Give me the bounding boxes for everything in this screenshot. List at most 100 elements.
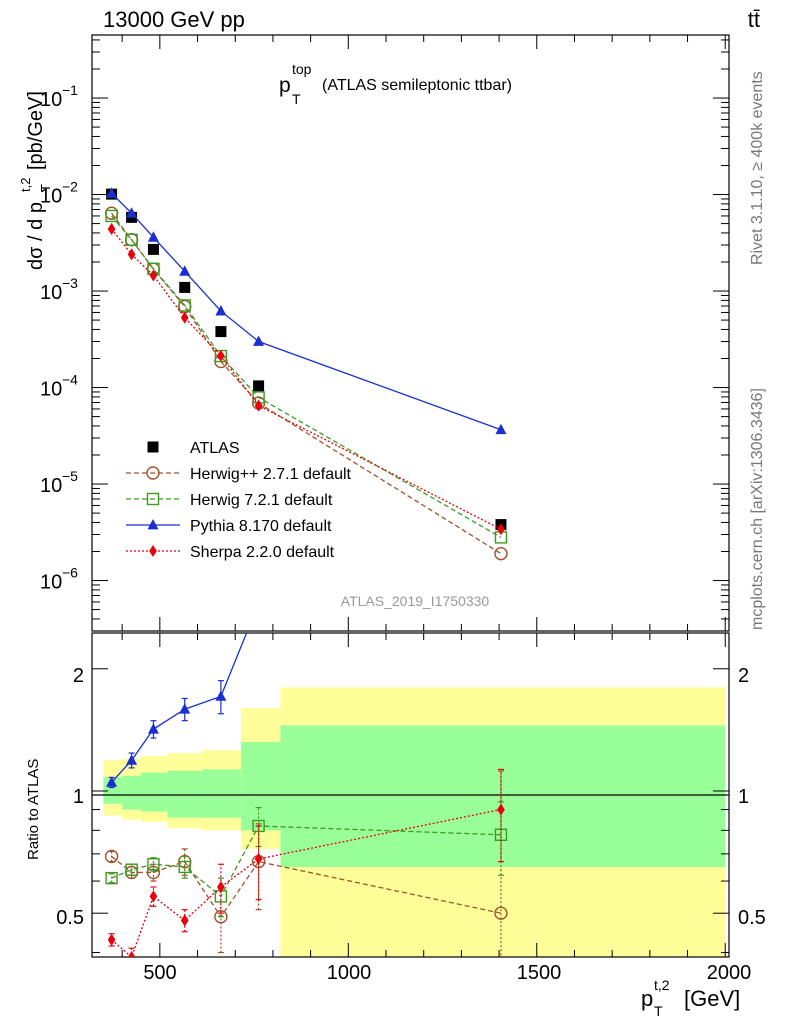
ratio-tick-1-right: 1	[738, 786, 749, 808]
y-tick-label-1: 10 −2	[40, 179, 78, 208]
legend-label-atlas: ATLAS	[190, 440, 240, 457]
axis-ticks	[92, 35, 729, 957]
ratio-tick-1: 1	[73, 786, 84, 808]
legend: ATLAS Herwig++ 2.7.1 default Herwig 7.2.…	[126, 440, 352, 561]
main-point-3-6	[495, 423, 507, 435]
ratio-point-2-3	[178, 860, 191, 874]
ratio-point-3-0	[106, 776, 118, 787]
main-point-4-0	[107, 222, 116, 235]
legend-symbol-0	[147, 441, 159, 453]
band-inner-1	[122, 775, 141, 810]
legend-marker-herwigpp	[126, 466, 180, 480]
main-point-1-0	[104, 206, 119, 220]
ratio-point-4-1	[127, 950, 136, 957]
main-point-4-1	[127, 248, 136, 261]
band-inner-6	[280, 725, 726, 867]
y-tick-base: 10	[40, 379, 62, 401]
ratio-point-4-0	[107, 933, 116, 946]
ratio-point-1-0	[104, 849, 119, 864]
legend-label-pythia: Pythia 8.170 default	[190, 518, 332, 535]
energy-label: 13000 GeV pp	[103, 7, 245, 32]
y-tick-exp: −1	[62, 82, 78, 98]
ratio-y-axis-label: Ratio to ATLAS	[25, 759, 42, 860]
y-tick-label-4: 10 −5	[40, 468, 78, 497]
main-line-2	[111, 215, 502, 538]
main-point-2-3	[178, 299, 191, 312]
legend-entry-herwigpp: Herwig++ 2.7.1 default	[126, 466, 352, 483]
ratio-uncertainty-bands	[103, 687, 726, 957]
legend-label-herwigpp: Herwig++ 2.7.1 default	[190, 466, 352, 483]
legend-marker-herwig7	[126, 492, 180, 506]
title-sub: T	[292, 91, 301, 107]
ratio-tick-2: 2	[73, 665, 84, 687]
x-label-sup: t,2	[654, 977, 670, 993]
legend-label-sherpa: Sherpa 2.2.0 default	[190, 544, 335, 561]
main-point-1-6	[494, 546, 508, 561]
main-line-4	[111, 228, 502, 530]
legend-marker-sherpa	[126, 544, 180, 558]
main-point-4-4	[217, 349, 225, 362]
title-base: p	[279, 74, 291, 97]
band-inner-4	[201, 769, 241, 818]
main-panel-frame	[91, 34, 730, 632]
ratio-panel-data	[104, 633, 508, 957]
title-rest: (ATLAS semileptonic ttbar)	[322, 77, 512, 94]
mcplots-label: mcplots.cern.ch [arXiv:1306.3436]	[749, 388, 766, 630]
main-point-0-2	[147, 243, 159, 255]
legend-symbol-2	[146, 492, 160, 506]
x-tick-labels: 500 1000 1500 2000	[143, 962, 751, 984]
legend-entry-atlas: ATLAS	[147, 440, 240, 457]
y-tick-base: 10	[40, 475, 62, 497]
x-label-sub: T	[654, 1003, 663, 1019]
ratio-point-3-1	[126, 754, 138, 765]
y-label-sub: T	[38, 184, 53, 192]
y-tick-exp: −2	[62, 179, 78, 195]
x-tick-2000: 2000	[707, 962, 752, 984]
main-point-2-0	[105, 209, 118, 223]
y-tick-base: 10	[40, 186, 62, 208]
main-point-3-1	[126, 207, 138, 218]
y-tick-label-3: 10 −4	[40, 372, 78, 401]
process-label: tt̄	[748, 7, 760, 32]
main-point-4-2	[149, 269, 158, 282]
legend-symbol-4	[149, 544, 157, 558]
main-point-0-4	[215, 326, 227, 338]
band-inner-3	[167, 771, 202, 818]
main-y-tick-labels: 10−110−210−310−410−510−6	[40, 82, 78, 594]
x-tick-1500: 1500	[517, 962, 562, 984]
main-panel-data	[104, 187, 508, 561]
ratio-point-4-5	[254, 852, 263, 866]
main-point-4-6	[497, 523, 505, 536]
y-label-unit: [pb/GeV]	[25, 91, 47, 170]
main-point-4-3	[180, 311, 189, 324]
ratio-y-tick-labels: 0.5 1 2 0.5 1 2	[56, 665, 766, 929]
y-tick-base: 10	[40, 282, 62, 304]
legend-marker-atlas	[147, 441, 159, 453]
ratio-tick-2-right: 2	[738, 665, 749, 687]
x-tick-1000: 1000	[327, 962, 372, 984]
legend-symbol-3	[147, 518, 159, 530]
analysis-tag: ATLAS_2019_I1750330	[341, 593, 490, 609]
band-inner-5	[240, 742, 281, 831]
ratio-point-1-6	[494, 906, 508, 920]
plot-title: p top T (ATLAS semileptonic ttbar)	[279, 61, 512, 107]
legend-marker-pythia	[126, 518, 180, 530]
ratio-point-3-2	[147, 723, 159, 734]
main-point-4-5	[254, 399, 263, 412]
rivet-label: Rivet 3.1.10, ≥ 400k events	[749, 71, 766, 265]
legend-label-herwig7: Herwig 7.2.1 default	[190, 492, 333, 509]
legend-entry-sherpa: Sherpa 2.2.0 default	[126, 544, 335, 561]
x-tick-500: 500	[143, 962, 176, 984]
main-point-2-1	[125, 233, 138, 246]
main-line-3	[111, 192, 502, 431]
ratio-point-4-2	[149, 890, 158, 903]
legend-entry-herwig7: Herwig 7.2.1 default	[126, 492, 333, 509]
x-axis-label: p t,2 T [GeV]	[641, 977, 740, 1019]
y-tick-exp: −3	[62, 275, 78, 291]
legend-entry-pythia: Pythia 8.170 default	[126, 518, 332, 535]
ratio-point-3-4	[215, 690, 227, 701]
ratio-point-2-0	[105, 871, 118, 885]
ratio-point-2-2	[147, 858, 160, 871]
y-tick-base: 10	[40, 572, 62, 594]
